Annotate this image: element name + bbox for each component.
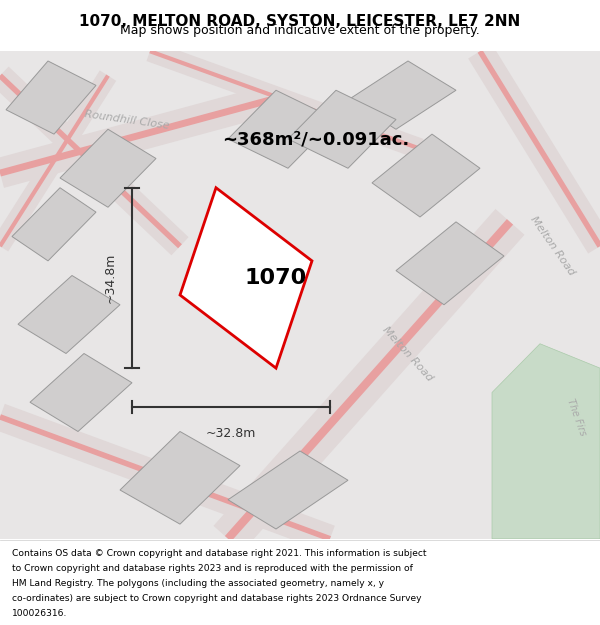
- Text: 1070: 1070: [245, 268, 307, 288]
- Text: 100026316.: 100026316.: [12, 609, 67, 619]
- Text: to Crown copyright and database rights 2023 and is reproduced with the permissio: to Crown copyright and database rights 2…: [12, 564, 413, 573]
- Text: co-ordinates) are subject to Crown copyright and database rights 2023 Ordnance S: co-ordinates) are subject to Crown copyr…: [12, 594, 421, 603]
- Text: Contains OS data © Crown copyright and database right 2021. This information is : Contains OS data © Crown copyright and d…: [12, 549, 427, 558]
- Text: HM Land Registry. The polygons (including the associated geometry, namely x, y: HM Land Registry. The polygons (includin…: [12, 579, 384, 588]
- Polygon shape: [228, 451, 348, 529]
- Text: 1070, MELTON ROAD, SYSTON, LEICESTER, LE7 2NN: 1070, MELTON ROAD, SYSTON, LEICESTER, LE…: [79, 14, 521, 29]
- Polygon shape: [288, 90, 396, 168]
- Text: ~34.8m: ~34.8m: [104, 253, 117, 303]
- Text: Melton Road: Melton Road: [381, 324, 435, 382]
- Text: ~368m²/~0.091ac.: ~368m²/~0.091ac.: [222, 130, 409, 148]
- Polygon shape: [492, 344, 600, 539]
- Text: Map shows position and indicative extent of the property.: Map shows position and indicative extent…: [120, 24, 480, 37]
- Polygon shape: [18, 276, 120, 354]
- Polygon shape: [6, 61, 96, 134]
- Polygon shape: [180, 188, 312, 368]
- Text: The Firs: The Firs: [565, 397, 587, 437]
- Polygon shape: [120, 431, 240, 524]
- Text: Melton Road: Melton Road: [528, 215, 576, 278]
- Polygon shape: [348, 61, 456, 129]
- Polygon shape: [228, 90, 336, 168]
- Polygon shape: [30, 354, 132, 431]
- Polygon shape: [372, 134, 480, 217]
- Polygon shape: [12, 188, 96, 261]
- Polygon shape: [396, 222, 504, 305]
- Text: Roundhill Close: Roundhill Close: [84, 109, 170, 131]
- Polygon shape: [60, 129, 156, 208]
- Text: ~32.8m: ~32.8m: [206, 427, 256, 439]
